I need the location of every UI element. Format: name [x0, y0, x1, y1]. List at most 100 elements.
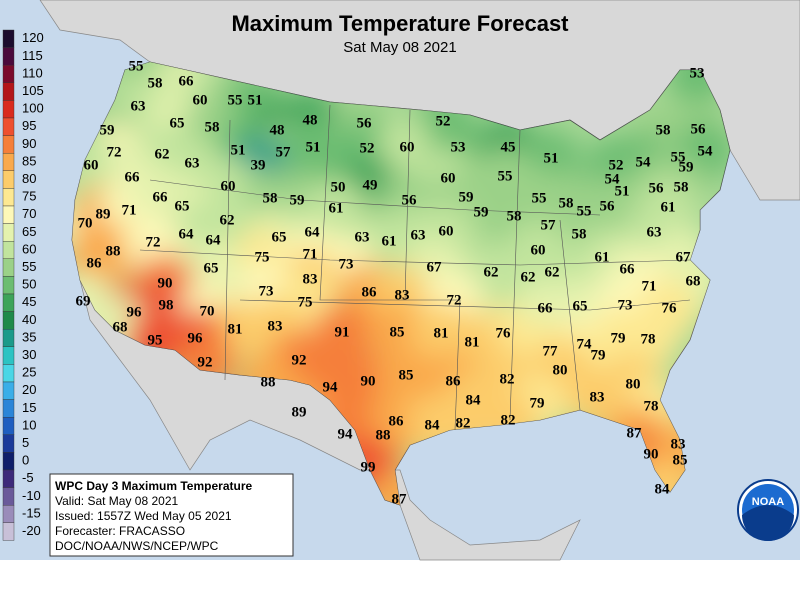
temperature-label: 65 [170, 115, 185, 131]
temperature-label: 78 [641, 331, 656, 347]
info-line: Valid: Sat May 08 2021 [55, 494, 179, 508]
legend-label: 110 [22, 65, 43, 80]
temperature-label: 60 [84, 157, 99, 173]
temperature-label: 68 [113, 319, 128, 335]
temperature-label: 71 [303, 246, 318, 262]
temperature-label: 83 [671, 436, 686, 452]
logo-text: NOAA [752, 496, 784, 508]
legend-label: 60 [22, 241, 36, 256]
temperature-label: 91 [335, 324, 350, 340]
temperature-label: 63 [131, 98, 146, 114]
temperature-label: 63 [647, 224, 662, 240]
temperature-label: 83 [268, 318, 283, 334]
legend-swatch [2, 205, 15, 224]
legend-label: 90 [22, 136, 36, 151]
temperature-label: 58 [572, 226, 587, 242]
legend-label: 5 [22, 435, 29, 450]
legend-swatch [2, 364, 15, 383]
temperature-label: 64 [206, 232, 222, 248]
temperature-label: 56 [357, 115, 373, 131]
temperature-label: 66 [538, 300, 554, 316]
legend-label: -10 [22, 488, 41, 503]
temperature-label: 57 [541, 217, 557, 233]
temperature-label: 58 [656, 122, 671, 138]
temperature-label: 56 [649, 180, 665, 196]
temperature-label: 82 [500, 371, 515, 387]
temperature-label: 76 [496, 325, 512, 341]
temperature-label: 83 [590, 389, 605, 405]
temperature-label: 51 [231, 142, 246, 158]
info-heading: WPC Day 3 Maximum Temperature [55, 479, 252, 493]
legend-swatch [2, 47, 15, 66]
map-title: Maximum Temperature Forecast [231, 11, 569, 36]
temperature-label: 89 [292, 404, 307, 420]
temperature-label: 87 [392, 491, 408, 507]
legend-label: 75 [22, 189, 36, 204]
temperature-label: 58 [148, 75, 163, 91]
temperature-label: 65 [175, 198, 190, 214]
legend-label: 85 [22, 153, 36, 168]
temperature-label: 79 [530, 395, 545, 411]
legend-swatch [2, 399, 15, 418]
temperature-label: 48 [270, 122, 285, 138]
legend-label: 100 [22, 101, 44, 116]
temperature-label: 99 [361, 459, 376, 475]
legend-label: -20 [22, 523, 41, 538]
temperature-label: 90 [361, 373, 376, 389]
temperature-label: 59 [679, 159, 694, 175]
temperature-label: 60 [193, 92, 208, 108]
temperature-label: 73 [259, 283, 274, 299]
temperature-label: 64 [305, 224, 321, 240]
temperature-label: 56 [402, 192, 418, 208]
temperature-label: 57 [276, 144, 292, 160]
info-line: Forecaster: FRACASSO [55, 524, 185, 538]
temperature-label: 53 [451, 139, 466, 155]
temperature-label: 73 [339, 256, 354, 272]
temperature-label: 54 [698, 143, 714, 159]
temperature-label: 98 [159, 297, 174, 313]
temperature-label: 72 [107, 144, 122, 160]
temperature-label: 73 [618, 297, 633, 313]
temperature-label: 45 [501, 139, 516, 155]
legend-label: 120 [22, 30, 44, 45]
temperature-label: 66 [620, 261, 636, 277]
temperature-label: 58 [507, 208, 522, 224]
temperature-label: 58 [263, 190, 278, 206]
temperature-label: 67 [676, 249, 692, 265]
legend-swatch [2, 223, 15, 242]
temperature-label: 78 [644, 398, 659, 414]
legend-label: 0 [22, 453, 29, 468]
temperature-label: 75 [298, 294, 313, 310]
temperature-label: 81 [228, 321, 243, 337]
legend-swatch [2, 82, 15, 101]
temperature-label: 61 [661, 199, 676, 215]
temperature-label: 50 [331, 179, 346, 195]
temperature-label: 59 [100, 122, 115, 138]
temperature-label: 66 [153, 189, 169, 205]
temperature-label: 85 [390, 324, 405, 340]
legend-swatch [2, 434, 15, 453]
legend-label: 65 [22, 224, 36, 239]
temperature-label: 95 [148, 332, 163, 348]
legend-label: 115 [22, 48, 43, 63]
legend-swatch [2, 258, 15, 277]
temperature-label: 55 [498, 168, 513, 184]
temperature-label: 61 [595, 249, 610, 265]
temperature-label: 80 [626, 376, 641, 392]
temperature-label: 62 [545, 264, 560, 280]
legend-swatch [2, 293, 15, 312]
temperature-label: 59 [459, 189, 474, 205]
legend-label: 80 [22, 171, 36, 186]
temperature-blob [181, 239, 241, 299]
temperature-label: 58 [205, 119, 220, 135]
temperature-label: 55 [671, 149, 686, 165]
legend-label: 95 [22, 118, 36, 133]
temperature-label: 49 [363, 177, 378, 193]
temperature-label: 54 [605, 171, 621, 187]
temperature-label: 58 [674, 179, 689, 195]
legend-swatch [2, 469, 15, 488]
temperature-label: 94 [323, 379, 339, 395]
legend-swatch [2, 276, 15, 295]
temperature-label: 54 [636, 154, 652, 170]
info-line: Issued: 1557Z Wed May 05 2021 [55, 509, 232, 523]
